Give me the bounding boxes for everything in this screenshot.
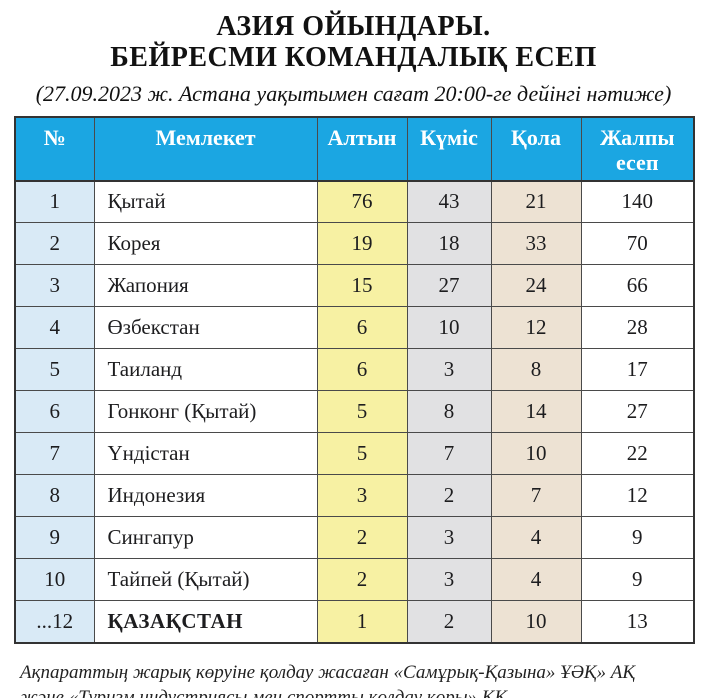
- rank-cell: 3: [14, 264, 95, 308]
- rank-cell: 5: [14, 348, 95, 392]
- total-cell: 9: [580, 516, 695, 560]
- header-silver: Күміс: [406, 116, 492, 182]
- total-cell: 9: [580, 558, 695, 602]
- table-row: 1 Қытай 76 43 21 140: [14, 180, 695, 224]
- silver-cell: 10: [406, 306, 492, 350]
- gold-cell: 15: [316, 264, 408, 308]
- table-row: 4 Өзбекстан 6 10 12 28: [14, 306, 695, 350]
- bronze-cell: 10: [490, 600, 582, 644]
- bronze-cell: 4: [490, 558, 582, 602]
- table-row: 2 Корея 19 18 33 70: [14, 222, 695, 266]
- country-cell: Үндістан: [93, 432, 318, 476]
- gold-cell: 5: [316, 390, 408, 434]
- country-cell: ҚАЗАҚСТАН: [93, 600, 318, 644]
- header-gold: Алтын: [316, 116, 408, 182]
- bronze-cell: 14: [490, 390, 582, 434]
- credits-note-line1: Ақпараттың жарық көруіне қолдау жасаған …: [20, 661, 636, 683]
- header-bronze: Қола: [490, 116, 582, 182]
- silver-cell: 43: [406, 180, 492, 224]
- rank-cell: 1: [14, 180, 95, 224]
- page-title-line2: БЕЙРЕСМИ КОМАНДАЛЫҚ ЕСЕП: [110, 42, 597, 74]
- silver-cell: 2: [406, 474, 492, 518]
- credits-note-line2: және «Туризм индустриясы мен спортты қол…: [20, 686, 512, 698]
- total-cell: 13: [580, 600, 695, 644]
- rank-cell: 2: [14, 222, 95, 266]
- gold-cell: 5: [316, 432, 408, 476]
- silver-cell: 2: [406, 600, 492, 644]
- silver-cell: 7: [406, 432, 492, 476]
- table-row: 10 Тайпей (Қытай) 2 3 4 9: [14, 558, 695, 602]
- country-cell: Өзбекстан: [93, 306, 318, 350]
- silver-cell: 18: [406, 222, 492, 266]
- rank-cell: 10: [14, 558, 95, 602]
- gold-cell: 76: [316, 180, 408, 224]
- page-title-line1: АЗИЯ ОЙЫНДАРЫ.: [216, 11, 491, 42]
- silver-cell: 27: [406, 264, 492, 308]
- bronze-cell: 10: [490, 432, 582, 476]
- country-cell: Тайпей (Қытай): [93, 558, 318, 602]
- header-rank: №: [14, 116, 95, 182]
- table-row: 5 Таиланд 6 3 8 17: [14, 348, 695, 392]
- rank-cell: ...12: [14, 600, 95, 644]
- country-cell: Корея: [93, 222, 318, 266]
- rank-cell: 9: [14, 516, 95, 560]
- silver-cell: 3: [406, 348, 492, 392]
- silver-cell: 3: [406, 516, 492, 560]
- header-country: Мемлекет: [93, 116, 318, 182]
- silver-cell: 3: [406, 558, 492, 602]
- total-cell: 66: [580, 264, 695, 308]
- table-row-kazakhstan: ...12 ҚАЗАҚСТАН 1 2 10 13: [14, 600, 695, 644]
- table-row: 3 Жапония 15 27 24 66: [14, 264, 695, 308]
- bronze-cell: 24: [490, 264, 582, 308]
- gold-cell: 2: [316, 558, 408, 602]
- bronze-cell: 12: [490, 306, 582, 350]
- header-row: № Мемлекет Алтын Күміс Қола Жалпы есеп: [14, 116, 695, 182]
- medal-standings-table: № Мемлекет Алтын Күміс Қола Жалпы есеп 1…: [14, 115, 695, 644]
- bronze-cell: 21: [490, 180, 582, 224]
- rank-cell: 4: [14, 306, 95, 350]
- table-row: 8 Индонезия 3 2 7 12: [14, 474, 695, 518]
- country-cell: Гонконг (Қытай): [93, 390, 318, 434]
- country-cell: Индонезия: [93, 474, 318, 518]
- gold-cell: 6: [316, 348, 408, 392]
- rank-cell: 7: [14, 432, 95, 476]
- rank-cell: 8: [14, 474, 95, 518]
- header-total: Жалпы есеп: [580, 116, 695, 182]
- bronze-cell: 8: [490, 348, 582, 392]
- total-cell: 70: [580, 222, 695, 266]
- page-subtitle: (27.09.2023 ж. Астана уақытымен сағат 20…: [35, 80, 672, 106]
- page-title: АЗИЯ ОЙЫНДАРЫ. БЕЙРЕСМИ КОМАНДАЛЫҚ ЕСЕП: [0, 11, 707, 74]
- country-cell: Жапония: [93, 264, 318, 308]
- country-cell: Сингапур: [93, 516, 318, 560]
- rank-cell: 6: [14, 390, 95, 434]
- table-header: № Мемлекет Алтын Күміс Қола Жалпы есеп: [14, 116, 695, 182]
- table-row: 9 Сингапур 2 3 4 9: [14, 516, 695, 560]
- gold-cell: 2: [316, 516, 408, 560]
- credits-note: Ақпараттың жарық көруіне қолдау жасаған …: [20, 660, 660, 698]
- bronze-cell: 33: [490, 222, 582, 266]
- gold-cell: 19: [316, 222, 408, 266]
- total-cell: 27: [580, 390, 695, 434]
- country-cell: Қытай: [93, 180, 318, 224]
- total-cell: 140: [580, 180, 695, 224]
- gold-cell: 3: [316, 474, 408, 518]
- gold-cell: 1: [316, 600, 408, 644]
- total-cell: 12: [580, 474, 695, 518]
- silver-cell: 8: [406, 390, 492, 434]
- total-cell: 17: [580, 348, 695, 392]
- bronze-cell: 4: [490, 516, 582, 560]
- table-row: 7 Үндістан 5 7 10 22: [14, 432, 695, 476]
- bronze-cell: 7: [490, 474, 582, 518]
- total-cell: 22: [580, 432, 695, 476]
- table-row: 6 Гонконг (Қытай) 5 8 14 27: [14, 390, 695, 434]
- country-cell: Таиланд: [93, 348, 318, 392]
- table-body: 1 Қытай 76 43 21 140 2 Корея 19 18 33 70…: [14, 180, 695, 644]
- gold-cell: 6: [316, 306, 408, 350]
- total-cell: 28: [580, 306, 695, 350]
